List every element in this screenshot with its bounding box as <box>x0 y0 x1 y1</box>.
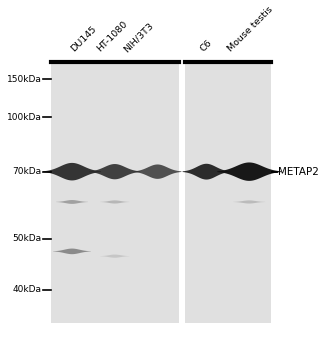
Text: 150kDa: 150kDa <box>7 75 42 84</box>
Text: NIH/3T3: NIH/3T3 <box>122 20 155 54</box>
Text: HT-1080: HT-1080 <box>95 20 129 54</box>
Polygon shape <box>100 201 129 204</box>
Polygon shape <box>56 200 88 204</box>
Text: 50kDa: 50kDa <box>12 234 42 243</box>
Polygon shape <box>100 254 129 258</box>
Text: 70kDa: 70kDa <box>12 167 42 176</box>
Text: METAP2: METAP2 <box>278 167 319 177</box>
Polygon shape <box>43 163 101 181</box>
Text: 100kDa: 100kDa <box>7 113 42 122</box>
Bar <box>51 62 179 323</box>
Polygon shape <box>183 164 230 180</box>
Bar <box>185 62 270 323</box>
Text: DU145: DU145 <box>69 25 98 54</box>
Text: Mouse testis: Mouse testis <box>226 5 275 54</box>
Polygon shape <box>217 162 281 181</box>
Text: 40kDa: 40kDa <box>12 285 42 294</box>
Polygon shape <box>53 248 91 254</box>
Polygon shape <box>233 201 265 204</box>
Text: C6: C6 <box>198 38 214 54</box>
Polygon shape <box>134 164 181 179</box>
Polygon shape <box>89 164 140 179</box>
